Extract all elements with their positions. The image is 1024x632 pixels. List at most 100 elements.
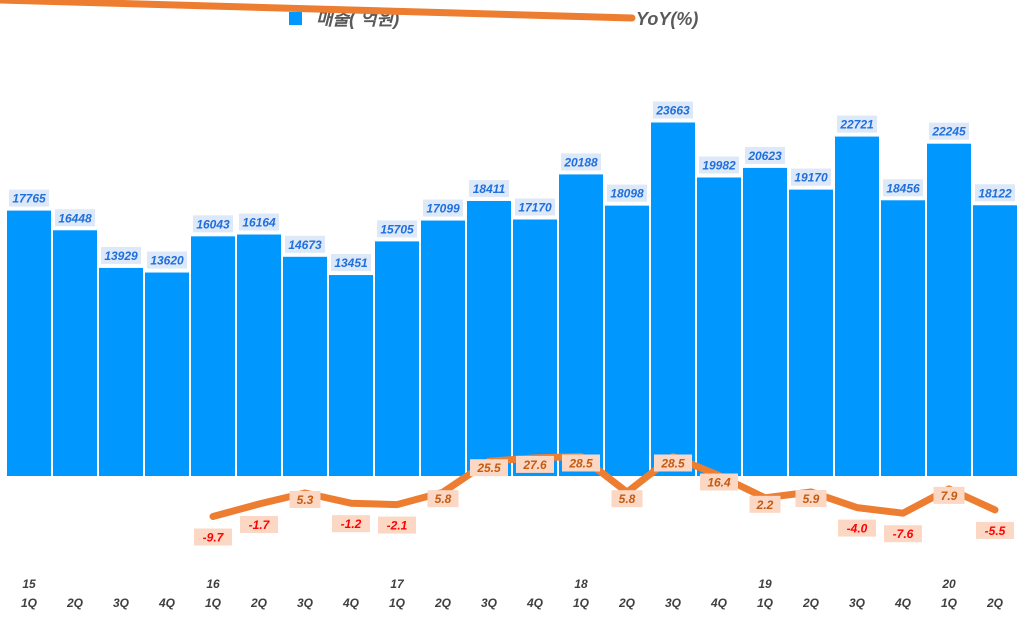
yoy-label-bg-15 [700,473,738,491]
yoy-value-label-9: 5.8 [435,492,452,506]
bar-label-bg-3 [147,251,187,269]
x-axis: 15 1Q 2Q 3Q 4Q 16 1Q 2Q 3Q 4Q 17 1Q 2Q 3Q 4Q 18 1Q 2Q 3Q 4Q… [21,577,1004,610]
x-year-label-0: 15 [22,577,36,591]
bar-7 [329,275,373,476]
yoy-value-label-10: 25.5 [476,461,501,475]
yoy-value-label-19: -7.6 [893,527,914,541]
x-tick-label-13: 2Q [618,596,636,610]
legend: 매출( 억원) YoY(%) [0,0,698,29]
x-tick-label-19: 4Q [894,596,912,610]
bar-value-label-16: 20623 [747,149,782,163]
yoy-value-label-5: -1.7 [249,518,271,532]
bar-value-label-6: 14673 [288,238,322,252]
yoy-data-labels: -9.7 -1.7 5.3 -1.2 -2.1 5.8 25.5 27.6 28.5 5.8 28.… [194,454,1014,546]
bar-1 [53,230,97,476]
bar-label-bg-19 [883,179,923,197]
yoy-value-label-17: 5.9 [803,492,820,506]
bar-3 [145,272,189,476]
bar-12 [559,174,603,476]
bar-label-bg-9 [423,199,463,217]
x-year-label-12: 18 [574,577,588,591]
yoy-value-label-11: 27.6 [522,458,547,472]
bar-value-label-0: 17765 [12,192,46,206]
bar-4 [191,236,235,476]
x-year-label-16: 19 [758,577,772,591]
bar-label-bg-15 [699,156,739,174]
bar-label-bg-16 [745,146,785,164]
x-tick-label-4: 1Q [205,596,222,610]
yoy-label-bg-21 [976,521,1014,539]
bar-label-bg-17 [791,168,831,186]
bar-18 [835,136,879,476]
bar-value-label-9: 17099 [426,202,460,216]
bar-label-bg-1 [55,209,95,227]
x-tick-label-15: 4Q [710,596,728,610]
bar-value-label-13: 18098 [610,187,644,201]
bar-14 [651,122,695,476]
bar-10 [467,200,511,476]
bar-20 [927,143,971,476]
bar-value-label-15: 19982 [702,158,736,172]
yoy-label-bg-20 [933,486,965,504]
yoy-label-bg-17 [795,490,827,508]
bar-value-label-11: 17170 [518,201,552,215]
bar-9 [421,220,465,476]
bar-11 [513,219,557,476]
yoy-label-bg-11 [516,455,554,473]
bar-value-label-4: 16043 [196,217,230,231]
bar-value-label-5: 16164 [242,216,276,230]
bar-0 [7,210,51,476]
legend-line-swatch [0,0,636,22]
bar-value-label-8: 15705 [380,222,414,236]
yoy-label-bg-18 [838,519,876,537]
bar-value-label-1: 16448 [58,211,92,225]
yoy-value-label-12: 28.5 [568,457,593,471]
yoy-value-label-6: 5.3 [297,493,314,507]
bar-data-labels: 17765 16448 13929 13620 16043 16164 14673 13451… [9,101,1015,272]
bar-label-bg-10 [469,179,509,197]
yoy-label-bg-6 [289,490,321,508]
x-tick-label-7: 4Q [342,596,360,610]
yoy-label-bg-16 [749,495,781,513]
bar-value-label-3: 13620 [150,254,184,268]
bar-label-bg-0 [9,189,49,207]
bar-label-bg-8 [377,220,417,238]
x-tick-label-6: 3Q [297,596,314,610]
bar-label-bg-4 [193,215,233,233]
yoy-series [209,453,999,520]
x-tick-label-3: 4Q [158,596,176,610]
bar-value-label-21: 18122 [978,186,1012,200]
yoy-label-bg-12 [562,454,600,472]
yoy-label-bg-13 [611,490,643,508]
x-tick-label-8: 1Q [389,596,406,610]
bar-label-bg-13 [607,184,647,202]
bar-label-bg-5 [239,213,279,231]
x-year-label-4: 16 [206,577,220,591]
bar-label-bg-2 [101,246,141,264]
bar-17 [789,189,833,477]
yoy-value-label-21: -5.5 [985,524,1006,538]
bar-value-label-18: 22721 [839,118,874,132]
yoy-value-label-14: 28.5 [660,457,685,471]
bar-value-label-20: 22245 [931,125,966,139]
yoy-label-bg-4 [194,528,232,546]
bar-value-label-7: 13451 [334,256,368,270]
bar-value-label-19: 18456 [886,181,920,195]
yoy-value-label-4: -9.7 [203,531,225,545]
bar-15 [697,177,741,476]
legend-bar-swatch [289,12,302,25]
bar-label-bg-14 [653,101,693,119]
x-tick-label-14: 3Q [665,596,682,610]
x-tick-label-5: 2Q [250,596,268,610]
yoy-line [209,453,999,520]
x-tick-label-1: 2Q [66,596,84,610]
bar-label-bg-11 [515,198,555,216]
yoy-value-label-7: -1.2 [341,517,362,531]
bar-value-label-2: 13929 [104,249,138,263]
x-tick-label-2: 3Q [113,596,130,610]
x-tick-label-16: 1Q [757,596,774,610]
bar-19 [881,200,925,476]
x-year-label-20: 20 [941,577,956,591]
yoy-value-label-18: -4.0 [847,522,868,536]
